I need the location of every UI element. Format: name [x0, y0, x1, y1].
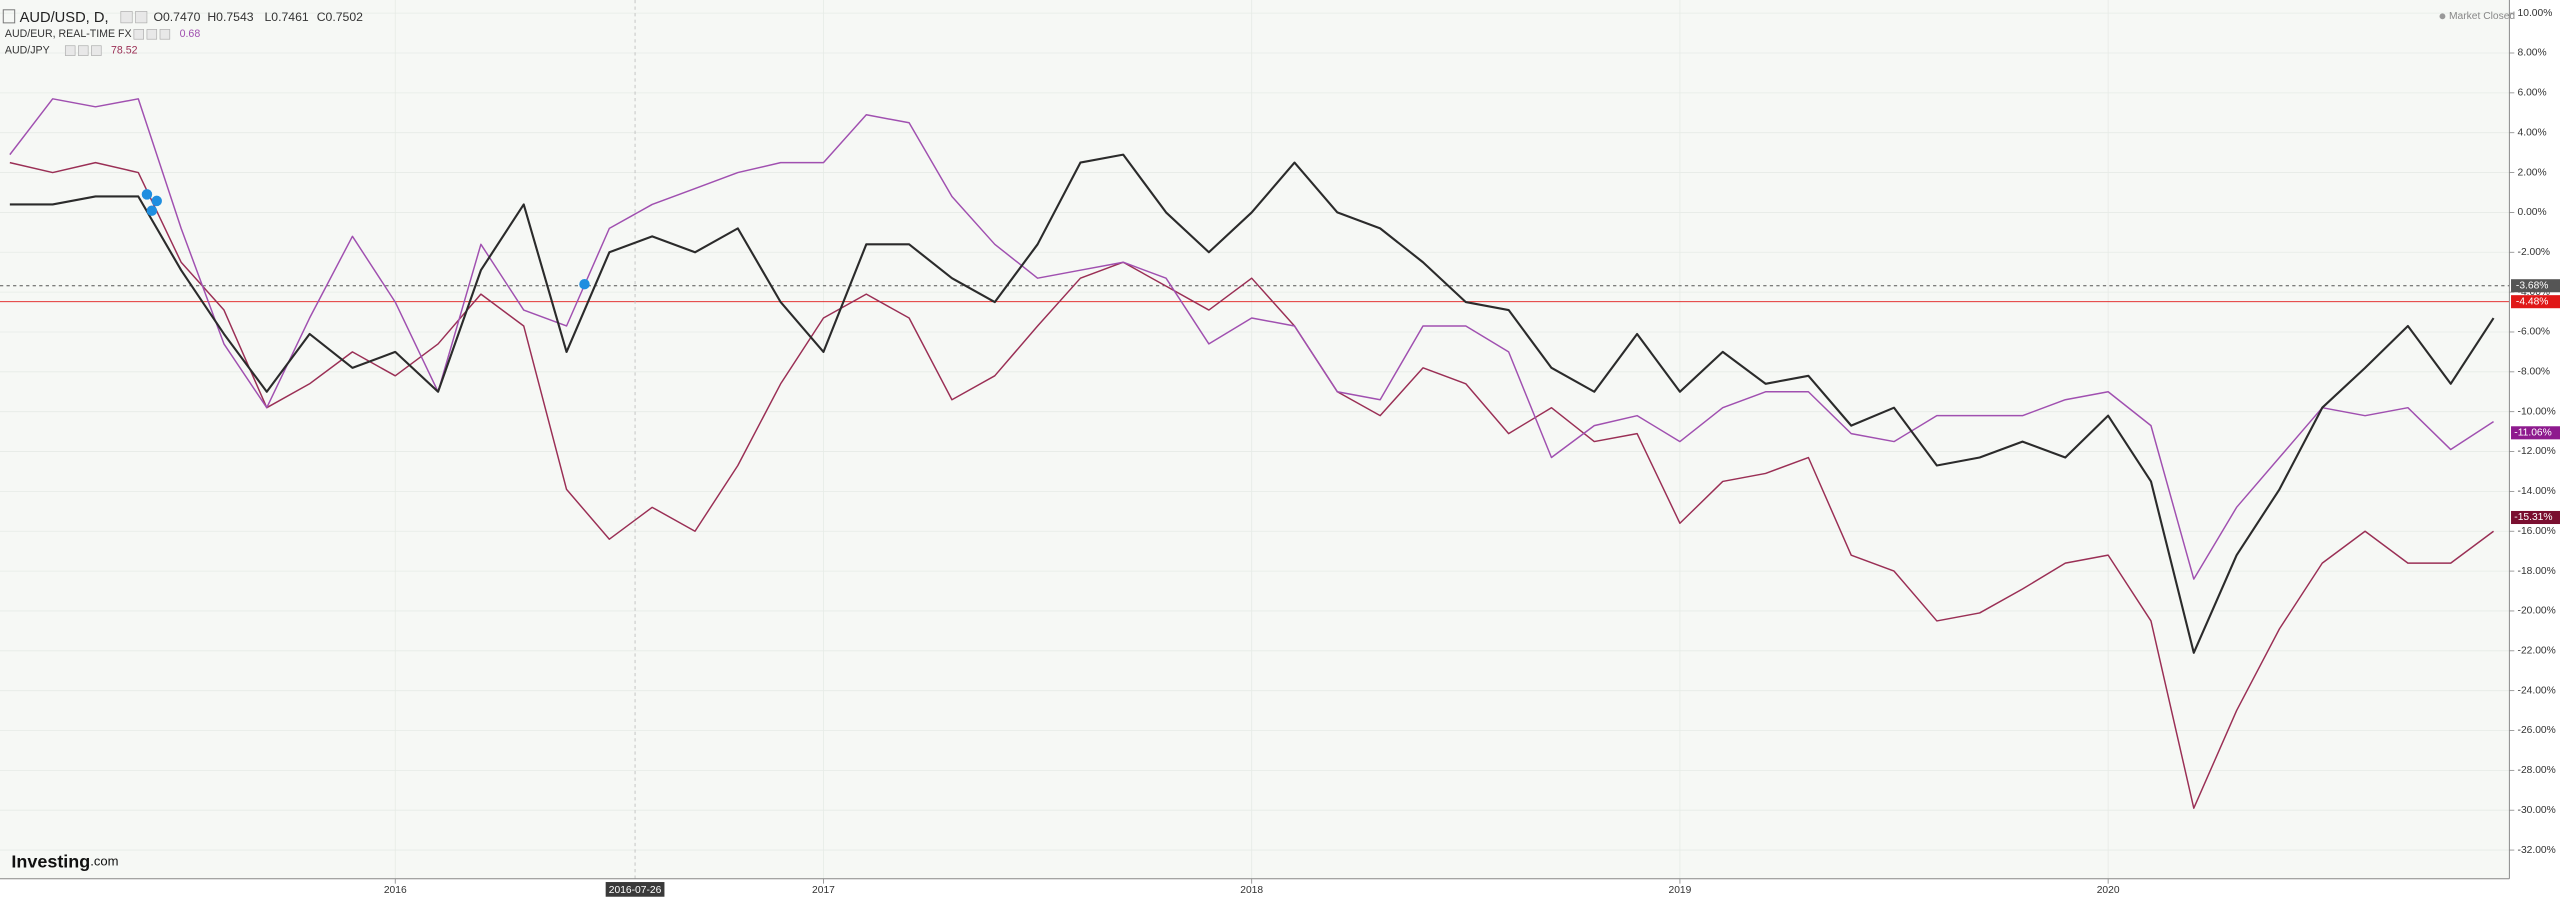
y-tick-label: 2.00%: [2518, 167, 2547, 178]
plot-area: [0, 0, 2509, 879]
event-marker[interactable]: [151, 195, 162, 207]
series-line: [9, 153, 2495, 654]
open-value: O0.7470: [153, 10, 200, 24]
crosshair-label: 2016-07-26: [609, 885, 662, 896]
icon[interactable]: [64, 45, 76, 56]
y-tick-label: -30.00%: [2518, 805, 2556, 816]
y-tick-label: -22.00%: [2518, 646, 2556, 657]
x-tick-label: 2016: [384, 885, 407, 896]
y-tick-label: -20.00%: [2518, 606, 2556, 617]
series-tag-label: -11.06%: [2514, 428, 2551, 439]
x-tick-label: 2018: [1240, 885, 1263, 896]
y-tick-label: -18.00%: [2518, 566, 2556, 577]
close-value: C0.7502: [317, 10, 363, 24]
event-markers: [141, 189, 590, 290]
y-tick-label: -12.00%: [2518, 446, 2556, 457]
y-tick-label: -14.00%: [2518, 486, 2556, 497]
close-icon[interactable]: [135, 11, 148, 24]
price-tag: [2511, 279, 2560, 293]
plot: [9, 98, 2495, 809]
settings-icon[interactable]: [120, 11, 133, 24]
symbol-icon: [2, 9, 16, 24]
y-tick-label: -6.00%: [2518, 327, 2551, 338]
y-tick-label: -32.00%: [2518, 845, 2556, 856]
y-tick-label: 4.00%: [2518, 127, 2547, 138]
x-tick-label: 2017: [812, 885, 835, 896]
header: AUD/USD, D, O0.7470 H0.7543 L0.7461 C0.7…: [2, 9, 2515, 56]
event-marker[interactable]: [146, 205, 158, 216]
y-tick-label: -8.00%: [2518, 367, 2551, 378]
series-tag-label: -15.31%: [2514, 512, 2552, 523]
y-tick-label: -4.00%: [2518, 287, 2551, 298]
series-name[interactable]: AUD/EUR, REAL-TIME FX: [5, 28, 132, 40]
icon[interactable]: [146, 29, 158, 40]
market-status: Market Closed: [2449, 11, 2515, 22]
y-tick-label: 6.00%: [2518, 88, 2547, 99]
y-tick-label: -2.00%: [2518, 247, 2551, 258]
icon[interactable]: [159, 29, 171, 40]
y-tick-label: -26.00%: [2518, 725, 2556, 736]
series-last-value: 78.52: [111, 44, 138, 56]
series-last-value: 0.68: [180, 28, 201, 40]
brand-name: Investing: [11, 851, 90, 871]
grid: [0, 0, 2510, 879]
icon[interactable]: [133, 29, 144, 40]
y-tick-label: -10.00%: [2518, 406, 2556, 417]
y-tick-label: 0.00%: [2518, 207, 2547, 218]
y-tick-label: -28.00%: [2518, 765, 2556, 776]
price-tag: [2511, 295, 2560, 309]
y-tick-label: -16.00%: [2518, 526, 2556, 537]
main-series-name[interactable]: AUD/USD, D,: [20, 10, 109, 26]
axes: 10.00% 8.00% 6.00% 4.00% 2.00% 0.00% -2.00% -4.…: [384, 8, 2560, 897]
status-dot: [2439, 13, 2446, 20]
price-tag-label: -3.68%: [2516, 280, 2549, 291]
series-line: [9, 161, 2494, 809]
y-tick-label: 8.00%: [2518, 48, 2547, 59]
icon[interactable]: [78, 45, 89, 56]
event-marker[interactable]: [141, 189, 153, 200]
series-tag: [2511, 426, 2560, 440]
y-tick-label: 10.00%: [2518, 8, 2553, 19]
low-value: L0.7461: [264, 10, 308, 24]
crosshair-tag: [605, 882, 665, 897]
icon[interactable]: [91, 45, 102, 56]
brand-logo: Investing.com: [11, 851, 118, 871]
brand-suffix: .com: [90, 854, 118, 869]
series-line: [9, 98, 2494, 580]
series-name[interactable]: AUD/JPY: [5, 44, 50, 56]
event-marker[interactable]: [579, 278, 590, 290]
y-tick-label: -24.00%: [2518, 685, 2556, 696]
x-tick-label: 2020: [2097, 885, 2120, 896]
price-tag-label: -4.48%: [2516, 296, 2549, 307]
high-value: H0.7543: [207, 10, 253, 24]
series-tag: [2511, 510, 2560, 525]
x-tick-label: 2019: [1669, 885, 1692, 896]
